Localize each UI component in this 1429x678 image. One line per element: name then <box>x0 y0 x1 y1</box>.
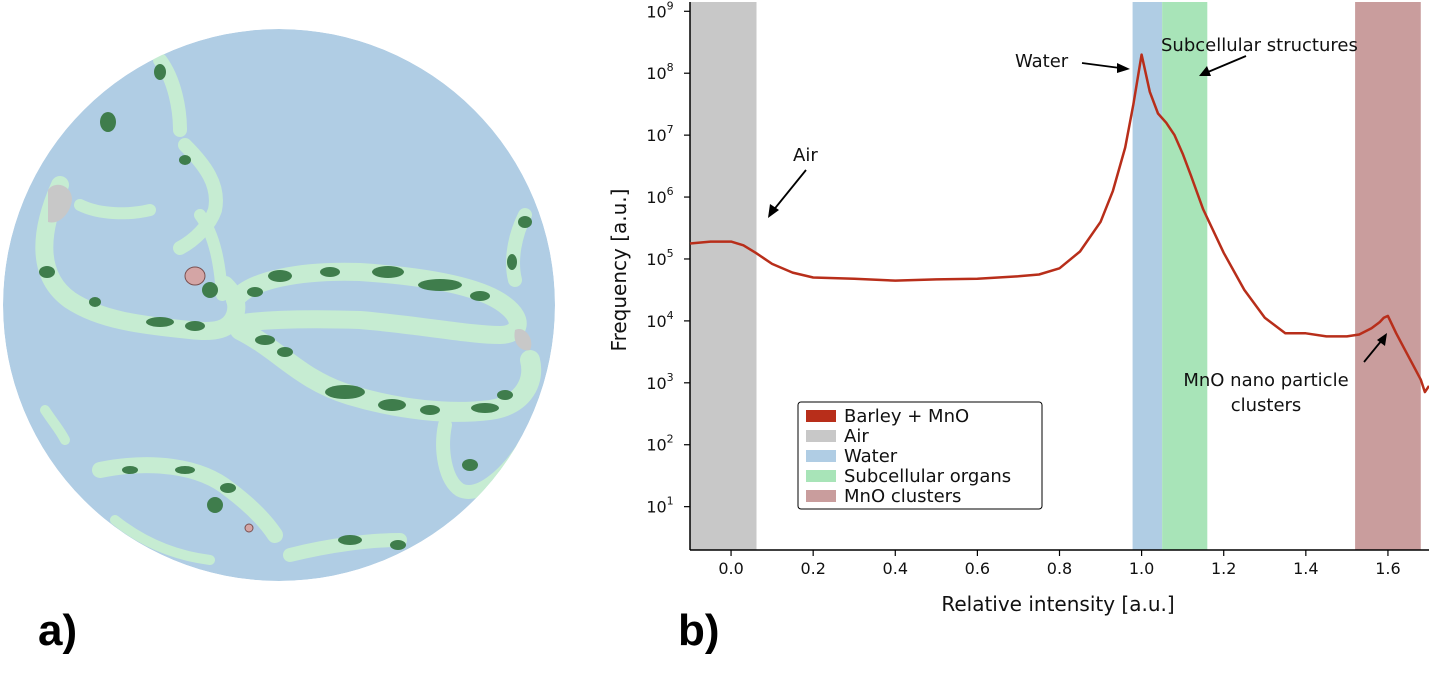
legend-swatch <box>806 470 836 482</box>
subcellular-annotation: Subcellular structures <box>1161 35 1358 56</box>
legend-swatch <box>806 450 836 462</box>
panel-b-label: b) <box>678 606 720 655</box>
y-tick-label: 108 <box>646 61 673 83</box>
water-arrow-head <box>1117 63 1130 73</box>
subcellular-arrow <box>1207 55 1247 73</box>
band-water <box>1132 2 1163 550</box>
legend-label: MnO clusters <box>844 486 961 507</box>
series-line-barley-mno <box>689 53 1429 394</box>
subcellular-arrow-head <box>1199 66 1211 76</box>
y-tick-label: 106 <box>646 185 673 207</box>
mno-arrow-head <box>1377 333 1387 346</box>
legend-swatch <box>806 410 836 422</box>
air-arrow <box>771 169 807 213</box>
organelles <box>39 64 532 550</box>
y-axis-title: Frequency [a.u.] <box>607 189 631 352</box>
legend-label: Barley + MnO <box>844 406 969 427</box>
x-tick-label: 0.6 <box>965 559 990 578</box>
y-ticks: 101 102 103 104 105 106 107 108 109 <box>646 0 690 517</box>
water-arrow <box>1081 62 1121 69</box>
panel-a-label: a) <box>38 606 78 655</box>
x-tick-label: 0.2 <box>800 559 825 578</box>
y-tick-label: 109 <box>646 0 673 21</box>
y-tick-label: 101 <box>646 495 673 517</box>
x-ticks: 0.0 0.2 0.4 0.6 0.8 1.0 1.2 1.4 1.6 <box>718 550 1401 578</box>
legend-box <box>797 401 1043 510</box>
legend-label: Subcellular organs <box>844 466 1011 487</box>
y-tick-label: 103 <box>646 371 673 393</box>
legend-label: Water <box>844 446 898 467</box>
y-tick-label: 104 <box>646 309 673 331</box>
legend-label: Air <box>844 426 869 447</box>
band-air <box>690 2 757 550</box>
series-layer <box>689 53 1429 394</box>
x-tick-label: 1.6 <box>1375 559 1400 578</box>
air-annotation: Air <box>793 145 818 166</box>
legend-swatch <box>806 430 836 442</box>
water-region <box>3 29 555 581</box>
air-pockets <box>48 184 532 351</box>
x-tick-label: 0.0 <box>718 559 743 578</box>
mno-arrow <box>1363 339 1383 363</box>
y-tick-label: 102 <box>646 433 673 455</box>
air-arrow-head <box>768 204 779 218</box>
x-tick-label: 1.0 <box>1129 559 1154 578</box>
x-axis-title: Relative intensity [a.u.] <box>941 592 1174 616</box>
mno-annotation-line2: clusters <box>1231 395 1302 416</box>
legend-swatch <box>806 490 836 502</box>
mno-annotation-line1: MnO nano particle <box>1183 370 1348 391</box>
y-tick-label: 105 <box>646 247 673 269</box>
y-tick-label: 107 <box>646 123 673 145</box>
band-mno-clusters <box>1355 2 1421 550</box>
segmentation-map <box>3 29 555 581</box>
segmentation-panel <box>0 0 560 600</box>
x-tick-label: 0.4 <box>883 559 908 578</box>
band-subcellular-organs <box>1162 2 1208 550</box>
water-annotation: Water <box>1015 51 1069 72</box>
mno-clusters <box>184 266 254 533</box>
band-layer <box>690 2 1421 550</box>
x-tick-label: 1.2 <box>1211 559 1236 578</box>
x-tick-label: 0.8 <box>1047 559 1072 578</box>
x-tick-label: 1.4 <box>1293 559 1318 578</box>
annotations: Air Water Subcellular structures MnO nan… <box>768 35 1387 416</box>
